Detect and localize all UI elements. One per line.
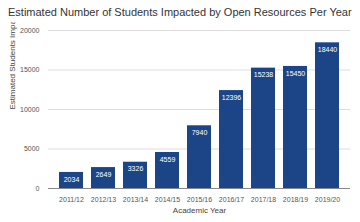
svg-text:Estimated Students Impacted: Estimated Students Impacted [8,22,17,110]
svg-text:2018/19: 2018/19 [283,196,308,203]
svg-text:Academic Year: Academic Year [173,206,227,215]
svg-text:5000: 5000 [24,145,40,152]
svg-text:4559: 4559 [160,156,176,163]
svg-text:0: 0 [36,185,40,192]
svg-text:7940: 7940 [192,129,208,136]
svg-text:15000: 15000 [20,66,40,73]
svg-text:2015/16: 2015/16 [187,196,212,203]
svg-text:15450: 15450 [286,70,306,77]
svg-text:20000: 20000 [20,27,40,34]
svg-text:3326: 3326 [128,165,144,172]
svg-text:2014/15: 2014/15 [155,196,180,203]
svg-text:10000: 10000 [20,106,40,113]
svg-text:2012/13: 2012/13 [91,196,116,203]
svg-text:2016/17: 2016/17 [219,196,244,203]
svg-text:12396: 12396 [222,94,242,101]
svg-text:2013/14: 2013/14 [123,196,148,203]
svg-text:2017/18: 2017/18 [251,196,276,203]
svg-text:2019/20: 2019/20 [315,196,340,203]
svg-text:2011/12: 2011/12 [59,196,84,203]
svg-text:18440: 18440 [318,46,338,53]
svg-text:15238: 15238 [254,71,274,78]
html-text:Estimated Number of Students I: Estimated Number of Students Impacted by… [8,6,352,18]
svg-text:2034: 2034 [64,176,80,183]
svg-text:2649: 2649 [96,171,112,178]
